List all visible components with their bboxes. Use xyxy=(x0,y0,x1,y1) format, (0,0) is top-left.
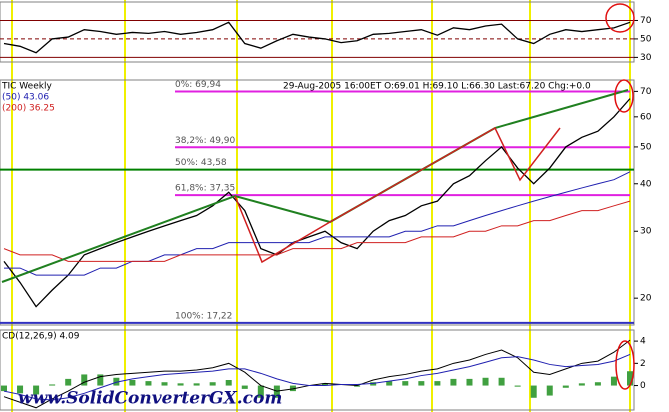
histogram-bar xyxy=(209,382,216,386)
quote-header: 29-Aug-2005 16:00ET O:69.01 H:69.10 L:66… xyxy=(283,82,591,92)
legend-entry: (200) 36.25 xyxy=(2,104,55,114)
y-tick-label: 70 xyxy=(640,16,652,26)
fib-label: 100%: 17,22 xyxy=(175,311,232,321)
series-line xyxy=(3,21,631,54)
fib-label: 0%: 69,94 xyxy=(175,80,221,90)
histogram-bar xyxy=(49,384,56,386)
series-line xyxy=(3,200,631,262)
fib-label: 50%: 43,58 xyxy=(175,158,227,168)
histogram-bar xyxy=(322,383,329,386)
legend-entry: (50) 43.06 xyxy=(2,93,49,103)
histogram-bar xyxy=(546,385,553,396)
y-tick-label: 30 xyxy=(640,53,652,63)
histogram-bar xyxy=(578,383,585,386)
histogram-bar xyxy=(145,381,152,386)
histogram-bar xyxy=(273,385,280,398)
watermark: www.SolidConverterGX.com xyxy=(18,389,282,409)
histogram-bar xyxy=(386,381,393,386)
y-tick-label: 30 xyxy=(640,227,652,237)
histogram-bar xyxy=(402,381,409,386)
histogram-bar xyxy=(434,381,441,386)
histogram-bar xyxy=(466,378,473,386)
panel-title: CD(12,26,9) 4.09 xyxy=(2,332,80,342)
y-tick-label: 70 xyxy=(640,87,652,97)
histogram-bar xyxy=(177,383,184,386)
y-tick-label: 20 xyxy=(640,294,652,304)
histogram-bar xyxy=(33,385,40,395)
histogram-bar xyxy=(241,385,248,389)
histogram-bar xyxy=(562,385,569,388)
histogram-bar xyxy=(1,385,7,392)
histogram-bar xyxy=(17,385,24,394)
histogram-bar xyxy=(610,376,617,386)
y-tick-label: 0 xyxy=(640,381,646,391)
histogram-bar xyxy=(161,382,168,386)
histogram-bar xyxy=(257,385,264,398)
histogram-bar xyxy=(354,385,361,387)
y-tick-label: 50 xyxy=(640,142,652,152)
series-line xyxy=(3,98,631,308)
series-line xyxy=(4,171,631,276)
histogram-bar xyxy=(514,385,521,387)
panel-title: TIC Weekly xyxy=(1,82,52,92)
histogram-bar xyxy=(498,377,505,386)
highlight-circle xyxy=(615,340,635,390)
highlight-circle xyxy=(614,79,634,113)
histogram-bar xyxy=(193,383,200,386)
yellow-verticals xyxy=(11,0,631,412)
fib-label: 38,2%: 49,90 xyxy=(175,136,236,146)
panel-frame xyxy=(0,79,635,326)
histogram-bar xyxy=(594,382,601,386)
y-tick-label: 4 xyxy=(640,337,646,347)
y-tick-label: 50 xyxy=(640,34,652,44)
histogram-bar xyxy=(450,378,457,386)
series-line xyxy=(3,339,631,409)
red-zigzag xyxy=(234,126,561,264)
histogram-bar xyxy=(65,378,72,386)
fib-label: 61,8%: 37,35 xyxy=(175,184,235,194)
panel-frame xyxy=(0,1,635,63)
histogram-bar xyxy=(225,380,232,386)
y-tick-label: 40 xyxy=(640,179,652,189)
histogram-bar xyxy=(530,385,537,398)
histogram-bar xyxy=(113,377,120,386)
series-line xyxy=(3,353,631,401)
histogram-bar xyxy=(129,380,136,386)
histogram-bar xyxy=(289,385,296,392)
histogram-bar xyxy=(370,382,377,386)
histogram-bar xyxy=(97,374,104,386)
histogram-bar xyxy=(81,374,88,386)
histogram-bar xyxy=(627,371,633,386)
histogram-bar xyxy=(482,377,489,386)
highlight-circle xyxy=(605,3,635,33)
histogram-bar xyxy=(418,381,425,386)
y-tick-label: 2 xyxy=(640,359,646,369)
y-tick-label: 60 xyxy=(640,112,652,122)
